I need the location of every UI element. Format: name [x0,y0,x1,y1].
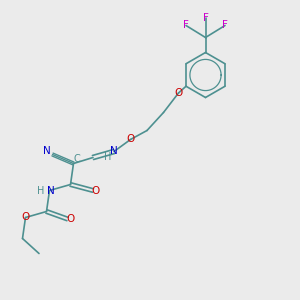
Text: O: O [126,134,135,145]
Text: O: O [66,214,75,224]
Text: F: F [183,20,189,31]
Text: O: O [21,212,30,223]
Text: N: N [47,185,55,196]
Text: F: F [202,13,208,23]
Text: O: O [174,88,183,98]
Text: F: F [222,20,228,31]
Text: H: H [37,185,44,196]
Text: C: C [73,154,80,164]
Text: H: H [104,152,112,163]
Text: O: O [92,185,100,196]
Text: N: N [43,146,50,157]
Text: N: N [110,146,118,157]
